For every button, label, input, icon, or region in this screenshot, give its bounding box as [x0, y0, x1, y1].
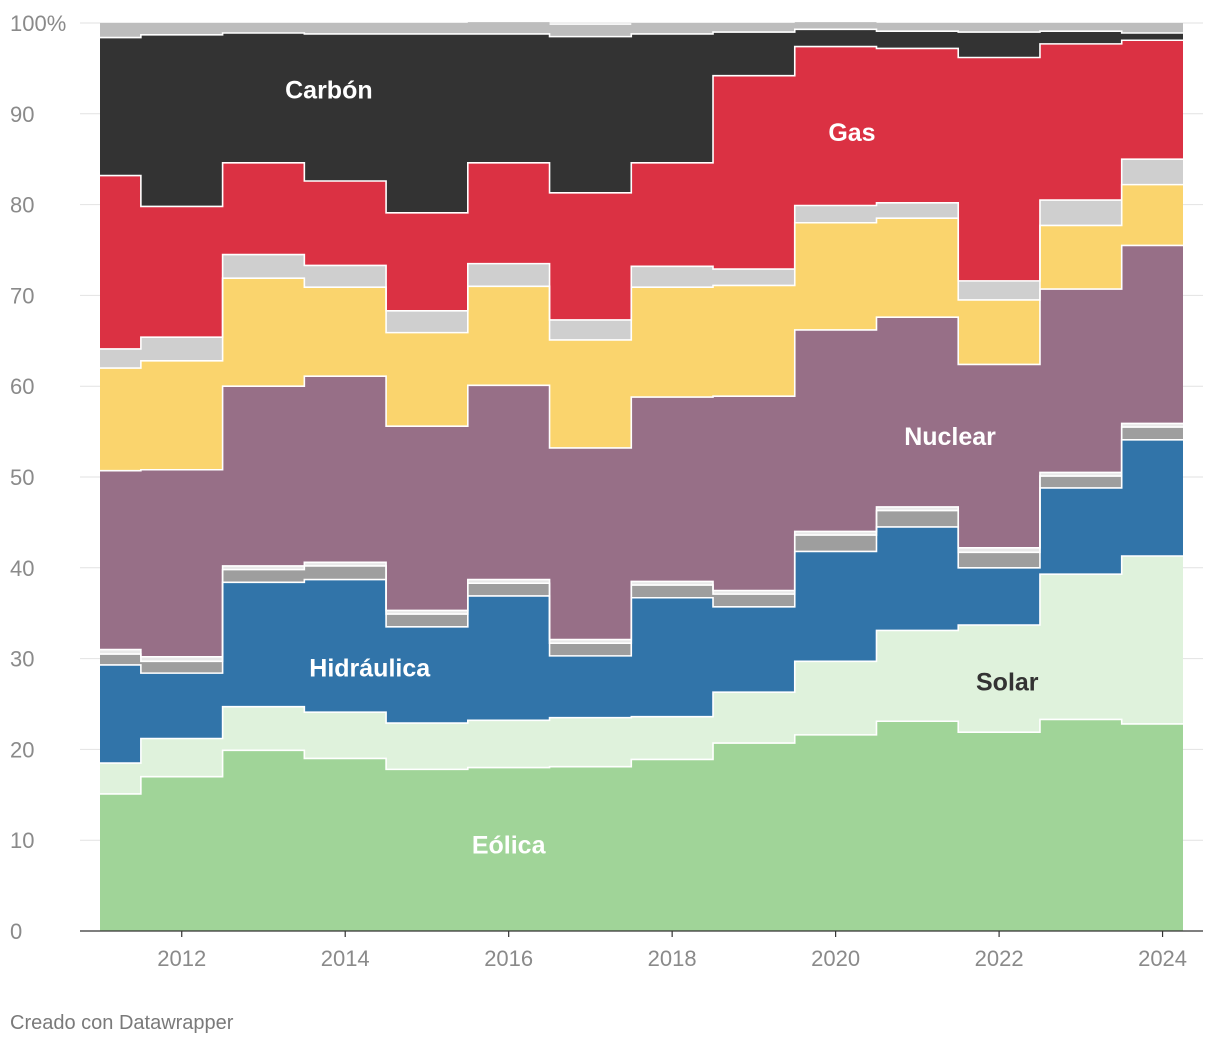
area-carbon: [100, 29, 1183, 213]
boundary-line-7: [100, 158, 1183, 350]
y-tick-label-30: 30: [10, 647, 34, 672]
x-tick-label-2020: 2020: [811, 946, 860, 971]
area-label-carbon: Carbón: [285, 76, 373, 104]
x-tick-label-2018: 2018: [648, 946, 697, 971]
area-gas: [100, 40, 1183, 349]
x-tick-label-2016: 2016: [484, 946, 533, 971]
label-layer: Eólica Solar Hidráulica Nuclear Gas Carbón: [285, 76, 1039, 859]
area-solar: [100, 556, 1183, 794]
area-layer: [100, 22, 1183, 931]
area-eolica: [100, 719, 1183, 931]
boundary-line-9: [100, 28, 1183, 39]
x-tick-label-2012: 2012: [157, 946, 206, 971]
chart-svg: 0 10 20 30 40 50 60 70 80 90 100% 2012 2014 2016 2018 2…: [10, 11, 1203, 971]
area-hidraulica: [100, 439, 1183, 764]
area-label-solar: Solar: [976, 668, 1039, 696]
area-label-gas: Gas: [828, 119, 875, 147]
area-label-hidraulica: Hidráulica: [309, 655, 431, 683]
area-fuel-gas: [100, 159, 1183, 369]
footer-credit: Creado con Datawrapper: [10, 1012, 234, 1034]
y-tick-label-100: 100%: [10, 11, 66, 36]
x-tick-label-2022: 2022: [975, 946, 1024, 971]
y-tick-label-80: 80: [10, 193, 34, 218]
area-label-eolica: Eólica: [472, 832, 547, 860]
y-tick-label-90: 90: [10, 102, 34, 127]
axis-layer: 0 10 20 30 40 50 60 70 80 90 100% 2012 2014 2016 2018 2…: [10, 11, 1203, 971]
y-tick-label-0: 0: [10, 919, 22, 944]
y-tick-label-60: 60: [10, 374, 34, 399]
boundary-line-8: [100, 39, 1183, 214]
x-tick-label-2024: 2024: [1138, 946, 1187, 971]
boundary-line-5: [100, 244, 1183, 472]
x-tick-label-2014: 2014: [321, 946, 370, 971]
area-label-nuclear: Nuclear: [904, 423, 996, 451]
y-tick-label-50: 50: [10, 465, 34, 490]
boundary-line-1: [100, 555, 1183, 764]
y-tick-label-20: 20: [10, 737, 34, 762]
boundary-line-4: [100, 422, 1183, 658]
y-tick-label-40: 40: [10, 556, 34, 581]
y-tick-label-70: 70: [10, 283, 34, 308]
y-tick-label-10: 10: [10, 828, 34, 853]
area-cogeneracion: [100, 184, 1183, 471]
boundary-line-0: [100, 718, 1183, 795]
area-nuclear: [100, 245, 1183, 657]
